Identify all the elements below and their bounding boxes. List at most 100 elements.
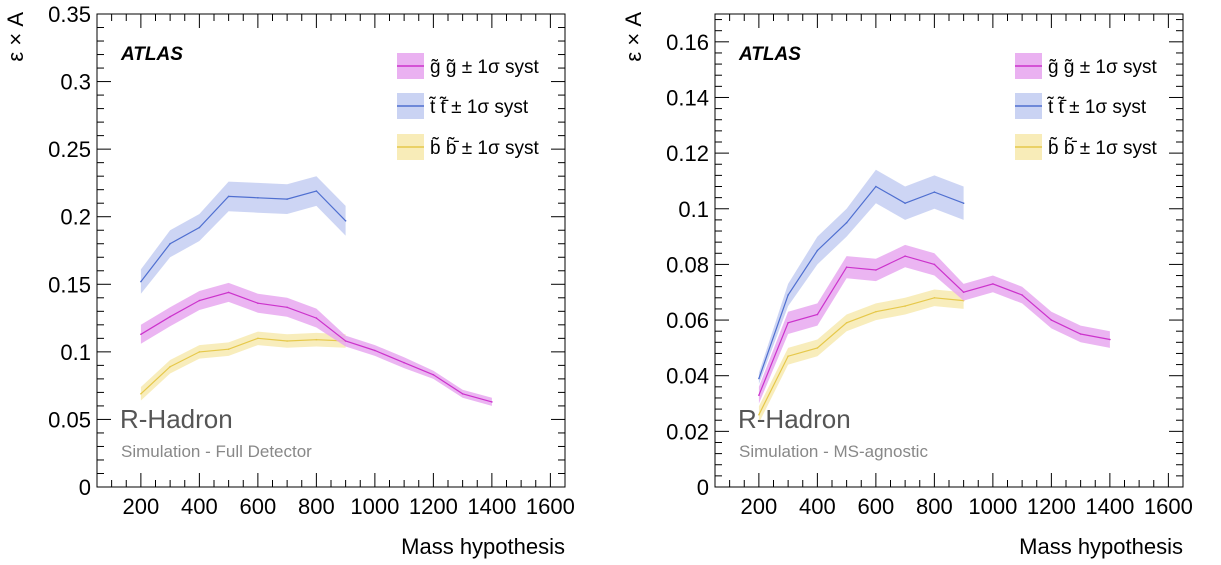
legend-entry-3: b̃ b̃̄ ± 1σ syst — [1048, 137, 1157, 159]
x-tick-label: 1400 — [467, 494, 516, 519]
data-point — [1021, 294, 1023, 296]
data-point — [169, 242, 171, 245]
data-point — [1079, 333, 1082, 335]
series-band-3 — [140, 331, 346, 401]
data-point — [816, 313, 819, 316]
y-tick-label: 0.2 — [60, 205, 91, 230]
y-tick-label: 0.08 — [666, 252, 709, 277]
y-tick-label: 0.02 — [666, 419, 709, 444]
data-point — [787, 322, 789, 324]
series-band-1 — [140, 282, 492, 406]
y-tick-label: 0.25 — [48, 137, 91, 162]
data-point — [198, 351, 201, 353]
data-point — [933, 263, 936, 266]
y-tick-label: 0.15 — [48, 272, 91, 297]
legend-entry-1: g̃ g̃ ± 1σ syst — [430, 57, 539, 78]
process-label: R-Hadron — [738, 404, 851, 434]
data-point — [286, 198, 288, 200]
y-tick-label: 0 — [79, 475, 91, 500]
data-point — [344, 220, 347, 222]
y-tick-label: 0.04 — [666, 364, 709, 389]
data-point — [140, 333, 142, 336]
y-tick-label: 0.3 — [60, 70, 91, 95]
y-axis-title: ε × A — [3, 12, 28, 62]
data-point — [315, 317, 318, 319]
data-point — [758, 394, 760, 397]
data-point — [962, 291, 965, 294]
legend-entry-2: t̃ t̃̄ ± 1σ syst — [428, 96, 529, 118]
series-line-2 — [758, 185, 964, 379]
data-point — [227, 348, 230, 351]
x-tick-label: 1000 — [968, 494, 1017, 519]
data-point — [787, 355, 789, 358]
data-point — [904, 305, 906, 307]
data-point — [257, 197, 259, 199]
data-point — [845, 322, 848, 324]
x-tick-label: 600 — [858, 494, 895, 519]
data-point — [257, 302, 259, 305]
data-point — [315, 338, 318, 341]
data-point — [403, 361, 405, 364]
x-tick-label: 1000 — [350, 494, 399, 519]
process-label: R-Hadron — [120, 404, 233, 434]
data-point — [140, 393, 142, 395]
data-point — [875, 185, 877, 188]
x-tick-label: 800 — [298, 494, 335, 519]
data-point — [227, 195, 230, 198]
x-tick-label: 400 — [181, 494, 218, 519]
series-line-2 — [140, 190, 347, 282]
series-band-3 — [758, 289, 964, 423]
data-point — [227, 291, 230, 294]
detector-label: Simulation - Full Detector — [121, 442, 312, 461]
x-tick-label: 400 — [799, 494, 836, 519]
chart-panel-1: 200 400 600 800 1000 1200 1400 1600 0 0.05 0.1 0.15… — [3, 2, 575, 559]
data-point — [198, 299, 201, 302]
chart-panel-2: 200 400 600 800 1000 1200 1400 1600 0 0.02 0.04 0.0… — [621, 12, 1193, 559]
data-point — [787, 294, 789, 296]
series-line-3 — [758, 297, 964, 415]
data-point — [140, 280, 142, 283]
data-point — [816, 249, 819, 252]
data-point — [758, 377, 760, 380]
data-point — [491, 401, 493, 403]
data-point — [257, 337, 259, 340]
data-point — [875, 310, 877, 313]
y-tick-label: 0.1 — [60, 340, 91, 365]
data-point — [286, 340, 288, 342]
legend-entry-2: t̃ t̃̄ ± 1σ syst — [1046, 96, 1147, 118]
x-axis-title: Mass hypothesis — [1019, 534, 1183, 559]
experiment-label: ATLAS — [120, 44, 183, 65]
data-point — [758, 413, 760, 416]
data-point — [432, 374, 435, 376]
data-point — [198, 226, 201, 229]
x-tick-label: 1600 — [1144, 494, 1193, 519]
data-point — [933, 191, 936, 193]
y-tick-label: 0.16 — [666, 30, 709, 55]
y-tick-label: 0.05 — [48, 407, 91, 432]
x-axis-title: Mass hypothesis — [401, 534, 565, 559]
data-point — [315, 190, 318, 192]
data-point — [845, 266, 848, 269]
data-point — [286, 306, 288, 309]
x-tick-label: 1200 — [409, 494, 458, 519]
y-tick-label: 0.12 — [666, 141, 709, 166]
data-point — [992, 283, 994, 285]
data-point — [461, 393, 464, 395]
legend-entry-3: b̃ b̃̄ ± 1σ syst — [430, 137, 539, 159]
series-band-2 — [140, 176, 346, 294]
y-tick-label: 0.14 — [666, 85, 709, 110]
detector-label: Simulation - MS-agnostic — [739, 442, 928, 461]
data-point — [933, 297, 936, 299]
data-point — [169, 365, 171, 368]
x-tick-label: 1600 — [526, 494, 575, 519]
data-point — [169, 315, 171, 318]
y-tick-label: 0 — [697, 475, 709, 500]
x-tick-label: 200 — [123, 494, 160, 519]
data-point — [845, 221, 848, 224]
x-tick-label: 600 — [240, 494, 277, 519]
x-tick-label: 1200 — [1027, 494, 1076, 519]
series-line-3 — [140, 337, 346, 395]
legend-entry-1: g̃ g̃ ± 1σ syst — [1048, 57, 1157, 78]
data-point — [904, 202, 906, 204]
